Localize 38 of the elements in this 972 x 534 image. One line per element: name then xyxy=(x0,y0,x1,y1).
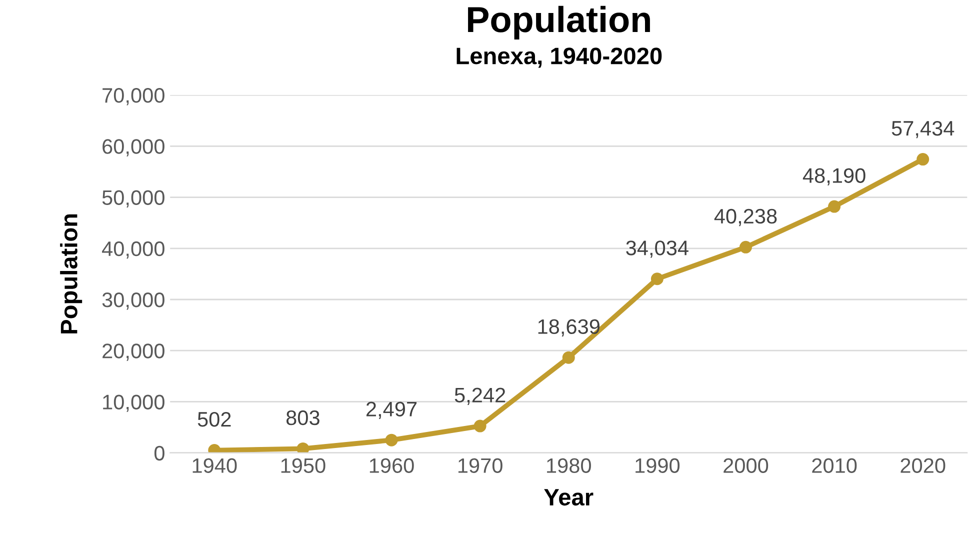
x-tick-label: 2010 xyxy=(812,458,857,473)
x-tick-label: 1970 xyxy=(458,458,502,473)
data-label: 502 xyxy=(198,412,231,427)
x-tick-label: 1990 xyxy=(636,458,680,473)
data-label: 57,434 xyxy=(892,120,954,138)
point xyxy=(828,200,841,213)
point xyxy=(739,240,752,254)
y-tick-label: 30,000 xyxy=(102,292,164,310)
chart-title: Population xyxy=(468,6,650,40)
data-label: 40,238 xyxy=(714,208,777,226)
y-tick-label: 10,000 xyxy=(103,394,164,412)
point xyxy=(562,351,575,364)
x-tick-label: 2020 xyxy=(900,458,946,473)
y-tick-label: 60,000 xyxy=(102,139,164,156)
x-axis-title: Year xyxy=(544,489,594,506)
data-label: 48,190 xyxy=(802,168,866,186)
x-tick-label: 1950 xyxy=(281,458,326,473)
data-label: 803 xyxy=(286,410,320,426)
y-tick-label: 20,000 xyxy=(102,344,164,361)
y-tick-label: 50,000 xyxy=(102,190,164,208)
x-tick-label: 1940 xyxy=(192,458,237,473)
x-tick-label: 1980 xyxy=(547,458,591,473)
point xyxy=(650,272,664,286)
point xyxy=(296,442,310,453)
data-label: 2,497 xyxy=(366,402,417,419)
y-axis-title: Population xyxy=(60,214,82,334)
data-label: 18,639 xyxy=(538,319,600,336)
y-tick-label: 40,000 xyxy=(102,241,164,259)
data-label: 5,242 xyxy=(454,388,506,405)
point xyxy=(385,434,398,446)
data-label: 34,034 xyxy=(626,240,688,258)
x-tick-label: 1960 xyxy=(370,458,414,473)
x-tick-label: 2000 xyxy=(724,458,768,473)
y-tick-label: 0 xyxy=(154,446,164,461)
chart-subtitle: Lenexa, 1940-2020 xyxy=(456,48,662,68)
point xyxy=(474,420,486,432)
y-tick-label: 70,000 xyxy=(102,88,164,106)
point xyxy=(916,153,930,166)
